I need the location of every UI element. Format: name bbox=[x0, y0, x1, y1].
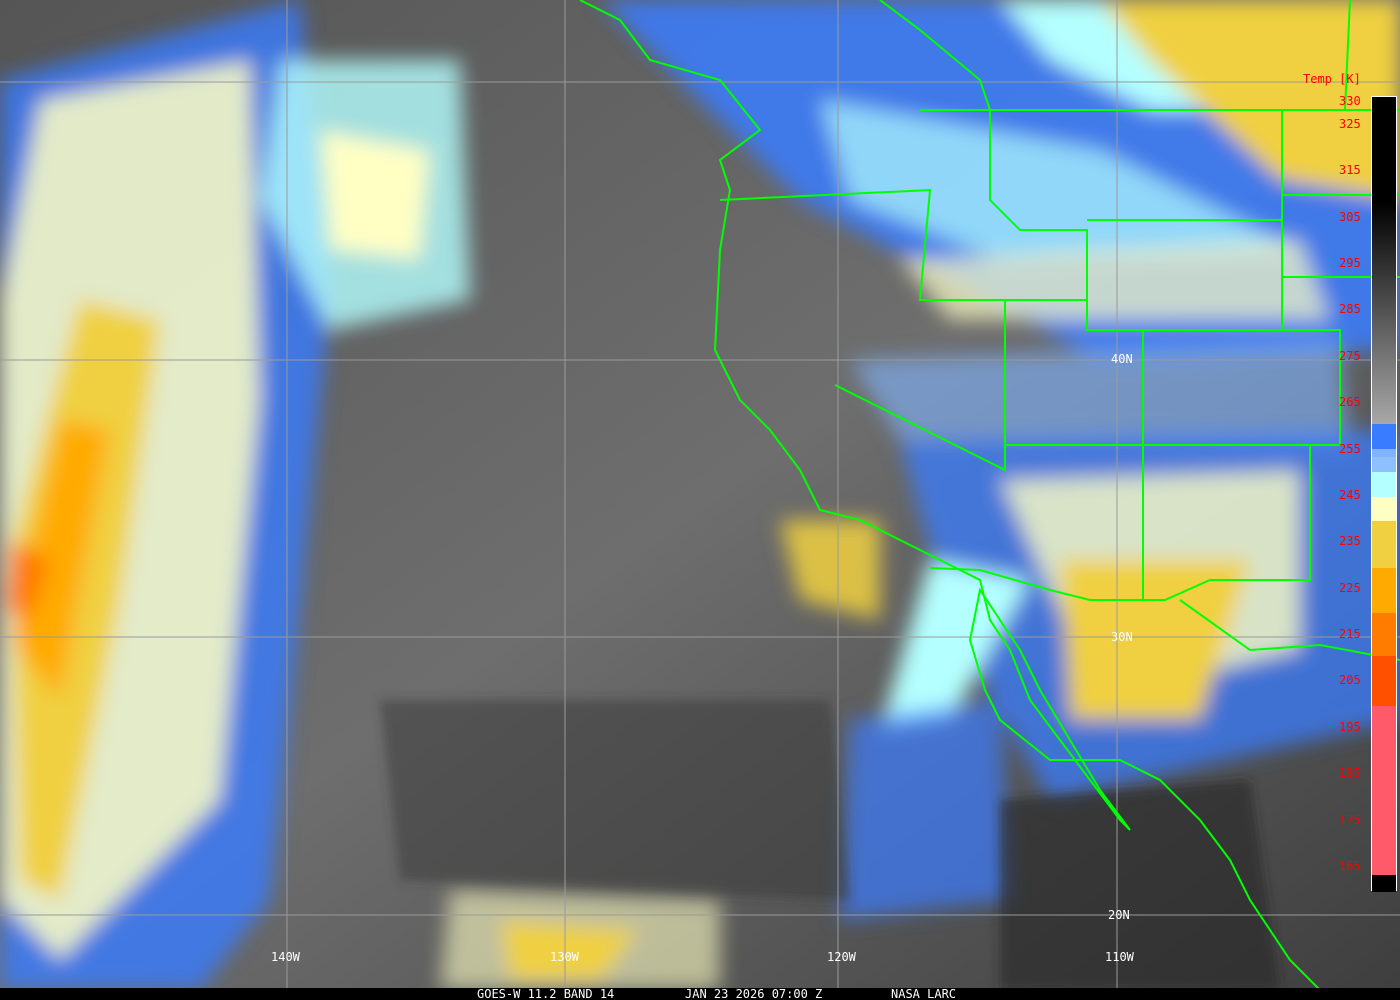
legend-tick-215: 215 bbox=[1339, 627, 1361, 641]
coastlines-and-borders bbox=[579, 0, 1400, 991]
lat-label-30n: 30N bbox=[1111, 630, 1133, 644]
temperature-color-bar bbox=[1371, 96, 1397, 892]
legend-tick-195: 195 bbox=[1339, 720, 1361, 734]
legend-tick-265: 265 bbox=[1339, 395, 1361, 409]
legend-tick-285: 285 bbox=[1339, 302, 1361, 316]
legend-tick-165: 165 bbox=[1339, 859, 1361, 873]
legend-tick-225: 225 bbox=[1339, 581, 1361, 595]
legend-tick-295: 295 bbox=[1339, 256, 1361, 270]
caption-satellite-band: GOES-W 11.2 BAND 14 bbox=[477, 987, 615, 1000]
lat-label-20n: 20N bbox=[1108, 908, 1130, 922]
legend-tick-275: 275 bbox=[1339, 349, 1361, 363]
image-caption-bar: GOES-W 11.2 BAND 14 JAN 23 2026 07:00 Z … bbox=[0, 988, 1400, 1000]
legend-tick-325: 325 bbox=[1339, 117, 1361, 131]
legend-tick-205: 205 bbox=[1339, 673, 1361, 687]
legend-tick-185: 185 bbox=[1339, 766, 1361, 780]
legend-tick-235: 235 bbox=[1339, 534, 1361, 548]
legend-tick-305: 305 bbox=[1339, 210, 1361, 224]
legend-tick-245: 245 bbox=[1339, 488, 1361, 502]
lon-label-120w: 120W bbox=[827, 950, 856, 964]
legend-tick-175: 175 bbox=[1339, 813, 1361, 827]
lon-label-110w: 110W bbox=[1105, 950, 1134, 964]
legend-tick-330: 330 bbox=[1339, 94, 1361, 108]
lat-label-40n: 40N bbox=[1111, 352, 1133, 366]
lon-label-130w: 130W bbox=[550, 950, 579, 964]
lon-label-140w: 140W bbox=[271, 950, 300, 964]
caption-source: NASA LARC bbox=[891, 987, 957, 1000]
legend-tick-255: 255 bbox=[1339, 442, 1361, 456]
legend-tick-315: 315 bbox=[1339, 163, 1361, 177]
legend-title: Temp [K] bbox=[1303, 72, 1361, 86]
caption-datetime: JAN 23 2026 07:00 Z bbox=[685, 987, 823, 1000]
